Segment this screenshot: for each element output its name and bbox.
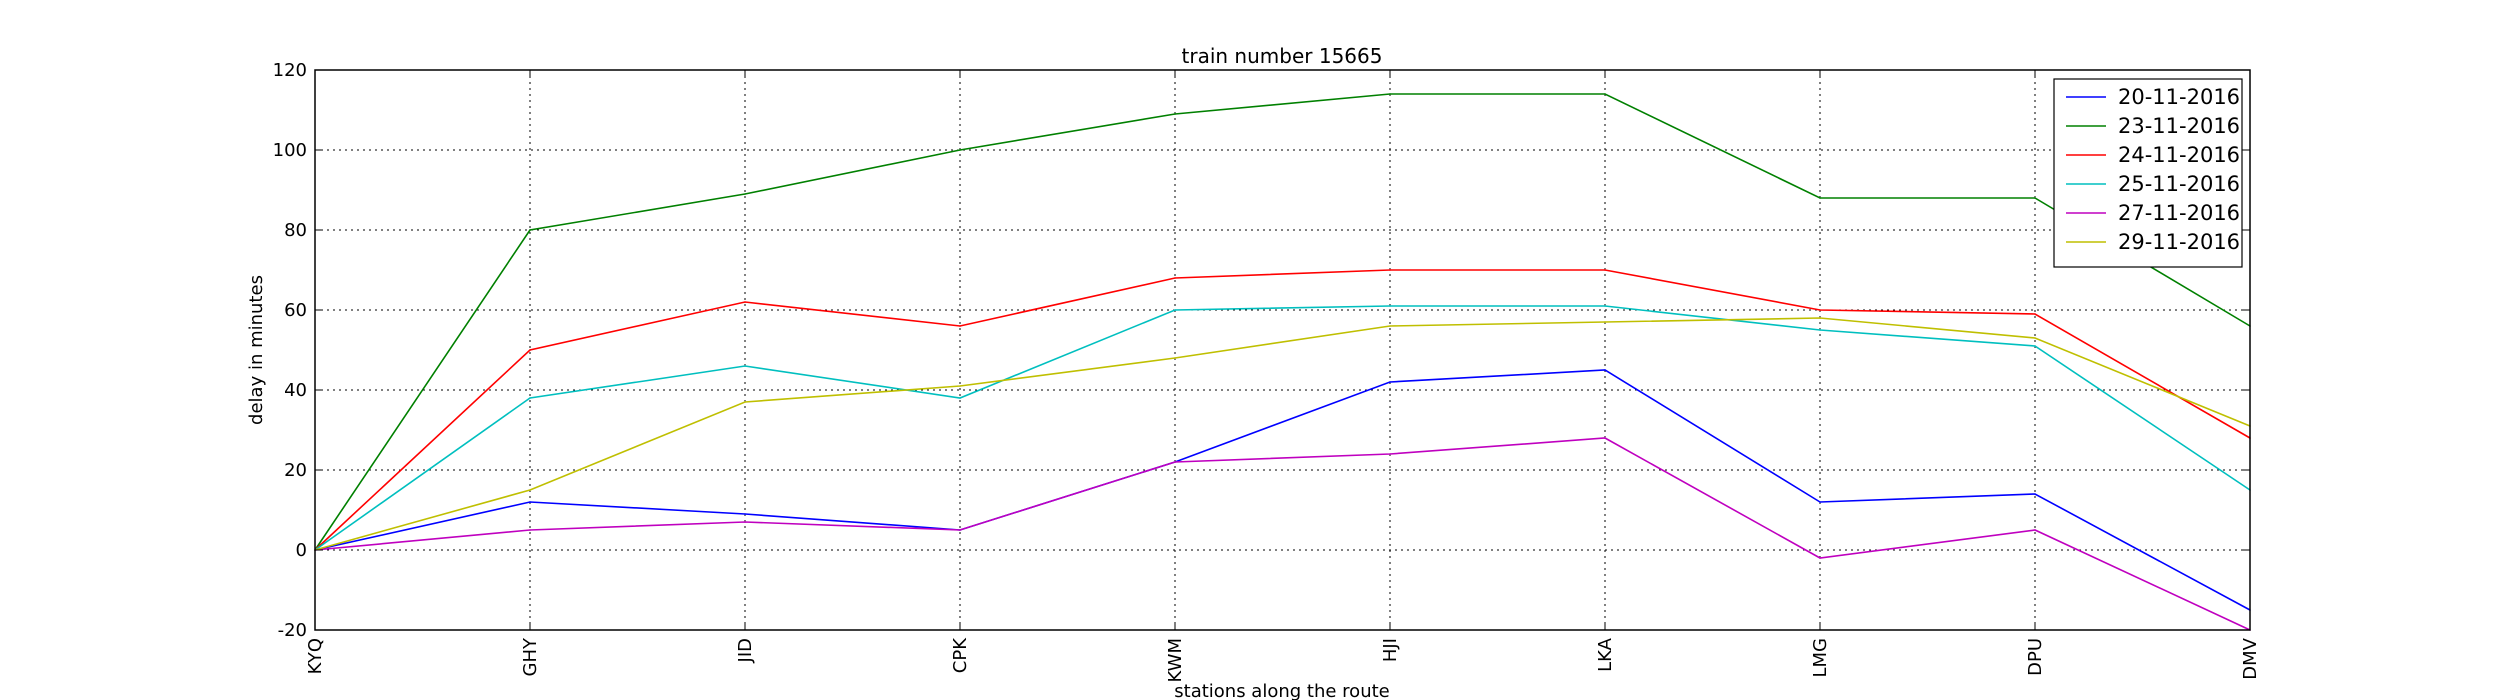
data-point bbox=[529, 489, 531, 491]
legend-label: 25-11-2016 bbox=[2118, 172, 2240, 196]
data-point bbox=[744, 301, 746, 303]
data-point bbox=[1819, 557, 1821, 559]
x-axis-ticks: KYQ GHY JID CPK KWM HJI LKA LMG DPU DMV bbox=[305, 70, 2261, 683]
plot-border bbox=[314, 69, 2251, 631]
data-point bbox=[1819, 197, 1821, 199]
x-tick-label: DMV bbox=[2240, 637, 2261, 679]
data-point bbox=[1604, 93, 1606, 95]
data-point bbox=[1604, 269, 1606, 271]
y-tick-label: 0 bbox=[296, 540, 307, 561]
data-point bbox=[1389, 269, 1391, 271]
plot-frame bbox=[314, 69, 2251, 631]
data-point bbox=[744, 521, 746, 523]
data-point bbox=[529, 229, 531, 231]
series-line-1 bbox=[314, 369, 2251, 611]
data-point bbox=[1819, 329, 1821, 331]
legend-label: 27-11-2016 bbox=[2118, 201, 2240, 225]
data-point bbox=[744, 193, 746, 195]
legend: 20-11-2016 23-11-2016 24-11-2016 25-11-2016… bbox=[2053, 78, 2243, 268]
data-point bbox=[2034, 345, 2036, 347]
data-point bbox=[1389, 453, 1391, 455]
data-point bbox=[959, 385, 961, 387]
series-line-2 bbox=[314, 93, 2251, 551]
data-point bbox=[529, 529, 531, 531]
data-point bbox=[744, 513, 746, 515]
data-point bbox=[1389, 325, 1391, 327]
data-point bbox=[1604, 321, 1606, 323]
data-point bbox=[529, 349, 531, 351]
legend-label: 24-11-2016 bbox=[2118, 143, 2240, 167]
data-point bbox=[1604, 305, 1606, 307]
series-line-5 bbox=[314, 437, 2251, 631]
data-point bbox=[744, 401, 746, 403]
data-point bbox=[1819, 501, 1821, 503]
y-tick-label: 60 bbox=[284, 300, 307, 321]
x-tick-label: JID bbox=[735, 638, 756, 663]
data-point bbox=[2034, 529, 2036, 531]
x-tick-label: GHY bbox=[520, 637, 541, 676]
data-point bbox=[2034, 197, 2036, 199]
x-tick-label: LKA bbox=[1595, 637, 1616, 672]
x-axis-title: stations along the route bbox=[1174, 681, 1389, 700]
data-point bbox=[1819, 309, 1821, 311]
y-tick-label: 20 bbox=[284, 460, 307, 481]
legend-box bbox=[2053, 78, 2243, 268]
y-tick-label: 80 bbox=[284, 220, 307, 241]
data-point bbox=[959, 149, 961, 151]
x-tick-label: LMG bbox=[1810, 638, 1831, 678]
grid-lines bbox=[315, 70, 2250, 630]
series-lines bbox=[314, 93, 2251, 631]
x-tick-label: KYQ bbox=[305, 638, 326, 674]
legend-label: 20-11-2016 bbox=[2118, 85, 2240, 109]
series-line-3 bbox=[314, 269, 2251, 551]
data-point bbox=[529, 397, 531, 399]
y-axis-title: delay in minutes bbox=[246, 275, 267, 425]
y-tick-label: -20 bbox=[278, 620, 307, 641]
data-point bbox=[1604, 369, 1606, 371]
data-point bbox=[2034, 493, 2036, 495]
data-point bbox=[1174, 113, 1176, 115]
legend-label: 29-11-2016 bbox=[2118, 230, 2240, 254]
y-tick-label: 100 bbox=[273, 140, 307, 161]
data-point bbox=[959, 397, 961, 399]
data-point bbox=[1604, 437, 1606, 439]
data-point bbox=[959, 325, 961, 327]
data-point bbox=[1389, 305, 1391, 307]
y-axis-ticks: -20 0 20 40 60 80 100 120 bbox=[273, 60, 2250, 641]
y-tick-label: 40 bbox=[284, 380, 307, 401]
series-line-4 bbox=[314, 305, 2251, 551]
data-point bbox=[1174, 461, 1176, 463]
data-point bbox=[959, 529, 961, 531]
data-point bbox=[1389, 381, 1391, 383]
x-tick-label: HJI bbox=[1380, 638, 1401, 662]
x-tick-label: CPK bbox=[950, 637, 971, 673]
data-point bbox=[1174, 277, 1176, 279]
data-point bbox=[1174, 357, 1176, 359]
data-point bbox=[1819, 317, 1821, 319]
y-tick-label: 120 bbox=[273, 60, 307, 81]
x-tick-label: DPU bbox=[2025, 638, 2046, 676]
data-point bbox=[2034, 313, 2036, 315]
data-point bbox=[744, 365, 746, 367]
data-point bbox=[2034, 337, 2036, 339]
x-tick-label: KWM bbox=[1165, 638, 1186, 683]
data-point bbox=[1389, 93, 1391, 95]
data-point bbox=[529, 501, 531, 503]
chart-title: train number 15665 bbox=[1182, 44, 1383, 68]
series-line-6 bbox=[314, 317, 2251, 551]
legend-label: 23-11-2016 bbox=[2118, 114, 2240, 138]
data-point bbox=[1174, 309, 1176, 311]
